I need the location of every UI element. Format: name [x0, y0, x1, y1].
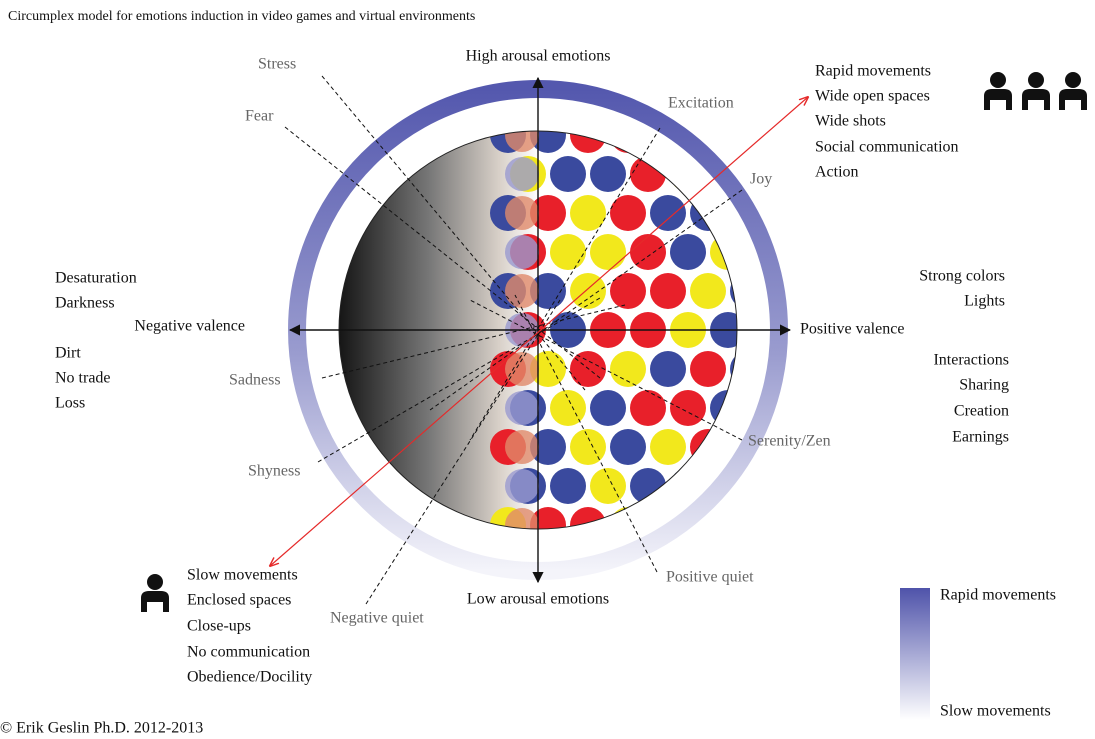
dot	[730, 131, 737, 153]
emotion-label: Shyness	[248, 463, 300, 480]
legend-bar	[900, 588, 930, 720]
cue: Slow movements	[187, 567, 298, 584]
cue: Dirt	[55, 345, 81, 362]
dot	[650, 195, 686, 231]
movement-arrow	[270, 97, 808, 566]
cue: Sharing	[959, 377, 1009, 394]
dot	[505, 157, 539, 191]
dot	[670, 234, 706, 270]
emotion-label: Joy	[750, 171, 772, 188]
dot	[630, 234, 666, 270]
legend-label: Rapid movements	[940, 587, 1056, 604]
dot	[610, 429, 646, 465]
dot	[590, 156, 626, 192]
dot	[590, 234, 626, 270]
dot	[630, 156, 666, 192]
cue: Close-ups	[187, 618, 251, 635]
cue: Action	[815, 164, 859, 181]
dot	[670, 390, 706, 426]
dot	[505, 508, 539, 529]
emotion-label: Sadness	[229, 372, 281, 389]
dot	[550, 468, 586, 504]
dot	[630, 468, 666, 504]
dot	[550, 390, 586, 426]
cue: No trade	[55, 370, 111, 387]
cue: Lights	[964, 293, 1005, 310]
emotion-label: Negative quiet	[330, 610, 424, 627]
cue: Strong colors	[919, 268, 1005, 285]
cue: Wide shots	[815, 113, 886, 130]
cue: Loss	[55, 395, 85, 412]
dot	[590, 390, 626, 426]
dot	[590, 468, 626, 504]
emotion-label: Positive quiet	[666, 569, 754, 586]
dot	[650, 273, 686, 309]
cue: Obedience/Docility	[187, 669, 312, 686]
cue: Rapid movements	[815, 63, 931, 80]
dot	[610, 273, 646, 309]
title: Circumplex model for emotions induction …	[8, 9, 475, 24]
dot	[630, 390, 666, 426]
dot	[750, 468, 786, 504]
cue: Social communication	[815, 139, 959, 156]
dot	[505, 430, 539, 464]
dot	[505, 469, 539, 503]
dot	[690, 351, 726, 387]
dot	[730, 507, 737, 529]
dot	[550, 234, 586, 270]
dot	[650, 429, 686, 465]
axis-label: Positive valence	[800, 321, 904, 338]
axis-label: Low arousal emotions	[467, 591, 609, 608]
axis-label: Negative valence	[134, 318, 245, 335]
cue: Earnings	[952, 429, 1009, 446]
emotion-label: Excitation	[668, 95, 734, 112]
person-icons	[141, 72, 1087, 612]
dot	[505, 131, 539, 152]
dot	[550, 156, 586, 192]
cue: Desaturation	[55, 270, 137, 287]
cue: Enclosed spaces	[187, 592, 291, 609]
emotion-label: Stress	[258, 56, 296, 73]
dot	[650, 351, 686, 387]
dot	[610, 131, 646, 153]
cue: Creation	[954, 403, 1009, 420]
dot	[690, 273, 726, 309]
dot	[570, 429, 606, 465]
dot	[505, 274, 539, 308]
dot	[610, 507, 646, 529]
axis-label: High arousal emotions	[466, 48, 611, 65]
dot	[505, 196, 539, 230]
dot	[505, 235, 539, 269]
copyright: © Erik Geslin Ph.D. 2012-2013	[0, 720, 203, 737]
cue: Darkness	[55, 295, 115, 312]
dot	[505, 391, 539, 425]
cue: No communication	[187, 644, 310, 661]
emotion-label: Serenity/Zen	[748, 433, 831, 450]
cue: Wide open spaces	[815, 88, 930, 105]
emotion-label: Fear	[245, 108, 274, 125]
legend-label: Slow movements	[940, 703, 1051, 720]
cue: Interactions	[933, 352, 1009, 369]
